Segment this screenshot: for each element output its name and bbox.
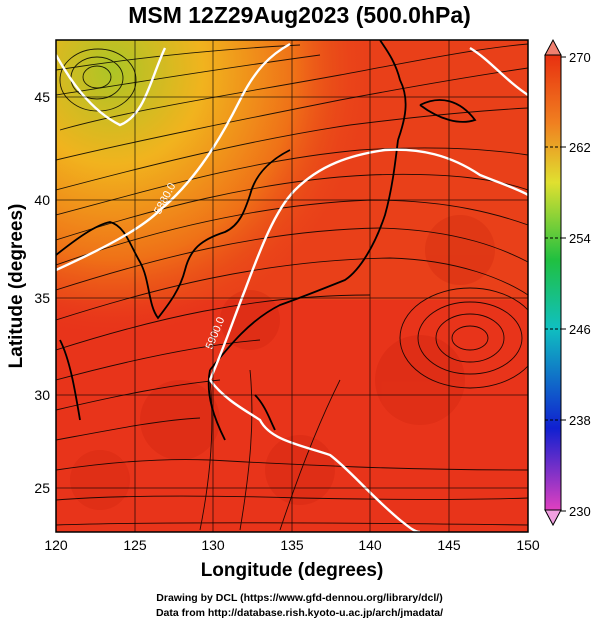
x-tick-label: 125 [123, 537, 147, 553]
coastlines [56, 40, 477, 441]
colorbar-tick-label: 246 [569, 322, 591, 337]
y-tick-label: 40 [34, 192, 50, 208]
colorbar-tick-label: 238 [569, 413, 591, 428]
x-tick-label: 140 [358, 537, 382, 553]
x-tick-label: 130 [201, 537, 225, 553]
credit-drawing: Drawing by DCL (https://www.gfd-dennou.o… [156, 592, 443, 604]
y-tick-label: 30 [34, 387, 50, 403]
y-tick-label: 25 [34, 480, 50, 496]
colorbar: 270 262 254 246 238 230 [544, 38, 591, 527]
y-tick-label: 45 [34, 89, 50, 105]
height-contours [56, 42, 528, 532]
colorbar-tick-label: 254 [569, 231, 591, 246]
map-grid [56, 40, 528, 532]
y-tick-label: 35 [34, 290, 50, 306]
x-tick-label: 135 [280, 537, 304, 553]
x-axis-title: Longitude (degrees) [201, 560, 384, 581]
x-tick-label: 150 [516, 537, 540, 553]
plot-frame [55, 39, 529, 533]
y-axis-title: Latitude (degrees) [6, 204, 27, 369]
credit-data: Data from http://database.rish.kyoto-u.a… [155, 607, 444, 619]
streamlines [56, 43, 528, 531]
x-tick-label: 120 [44, 537, 68, 553]
map-title: MSM 12Z29Aug2023 (500.0hPa) [128, 2, 471, 28]
x-tick-label: 145 [437, 537, 461, 553]
colorbar-tick-label: 262 [569, 140, 591, 155]
colorbar-tick-label: 230 [569, 504, 591, 519]
colorbar-tick-label: 270 [569, 50, 591, 65]
